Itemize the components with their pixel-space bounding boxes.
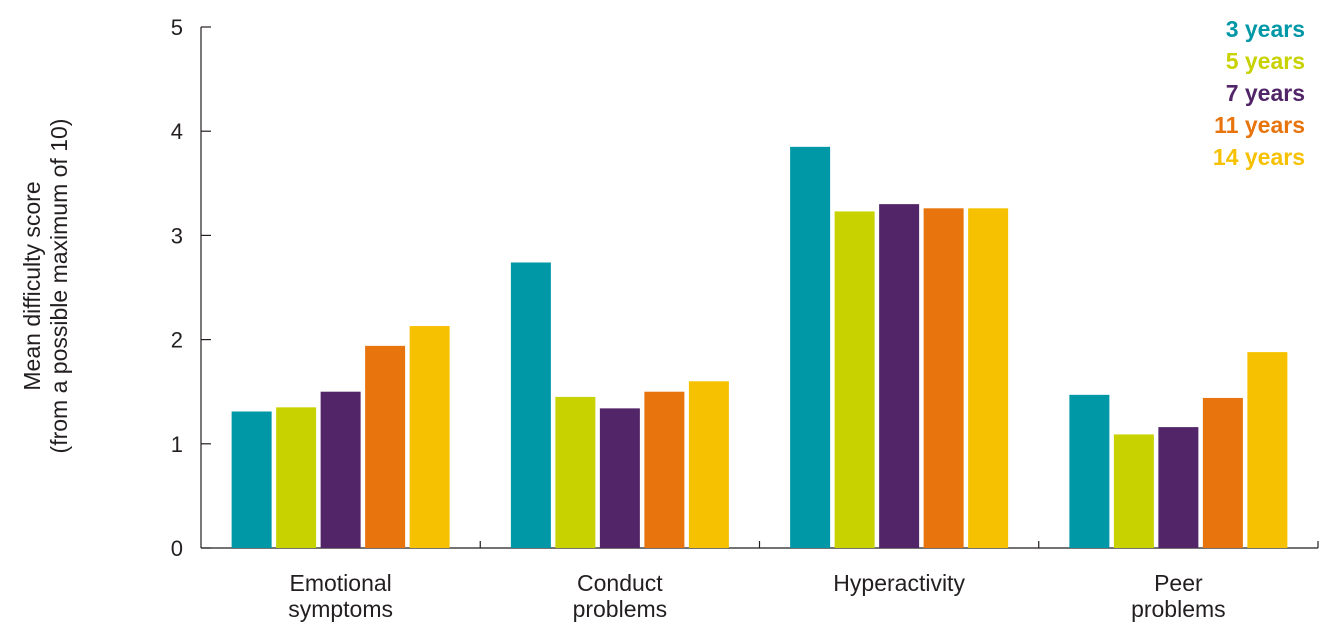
bar — [790, 146, 831, 548]
bar — [320, 391, 361, 548]
x-axis-ticks — [479, 541, 1319, 548]
bars — [231, 146, 1288, 549]
legend-entry: 11 years — [1214, 112, 1305, 138]
bar — [1202, 397, 1243, 548]
bar — [1158, 427, 1199, 548]
y-tick-label: 0 — [171, 536, 183, 561]
bar — [276, 407, 317, 548]
category-label: Emotional symptoms — [288, 570, 393, 622]
y-axis-ticks: 0 1 2 3 4 5 — [171, 15, 211, 561]
y-axis-title: Mean difficulty score(from a possible ma… — [19, 119, 72, 454]
legend-entry: 3 years — [1226, 16, 1305, 42]
y-tick-label: 1 — [171, 432, 183, 457]
bar — [365, 345, 406, 548]
bar — [231, 411, 272, 548]
bar — [555, 396, 596, 548]
bar — [923, 208, 964, 549]
bar — [644, 391, 685, 548]
y-tick-label: 5 — [171, 15, 183, 40]
legend-entry: 14 years — [1213, 144, 1305, 170]
bar — [1113, 434, 1154, 548]
bar — [879, 204, 920, 548]
bar — [599, 408, 640, 548]
bar — [1069, 394, 1110, 548]
bar — [968, 208, 1009, 549]
y-tick-label: 4 — [171, 119, 183, 144]
y-axis-title-text: Mean difficulty score(from a possible ma… — [19, 119, 72, 454]
category-label: Peer problems — [1131, 570, 1226, 622]
y-tick-label: 3 — [171, 223, 183, 248]
bar — [834, 211, 875, 548]
category-label: Conduct problems — [573, 570, 668, 622]
category-labels: Emotional symptoms Conduct problems Hyperact… — [288, 570, 1225, 622]
category-label: Hyperactivity — [833, 570, 965, 596]
legend-entry: 7 years — [1226, 80, 1305, 106]
legend-entry: 5 years — [1226, 48, 1305, 74]
y-tick-label: 2 — [171, 328, 183, 353]
bar — [409, 326, 450, 548]
legend: 3 years 5 years 7 years 11 years 14 years — [1213, 16, 1305, 170]
bar — [1247, 352, 1288, 548]
bar — [510, 262, 551, 548]
bar — [688, 381, 729, 548]
